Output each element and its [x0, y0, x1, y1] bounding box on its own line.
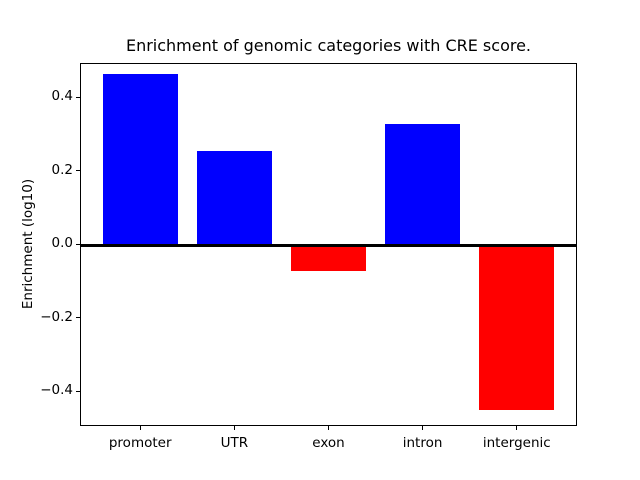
x-tick-label-UTR: UTR [220, 435, 249, 451]
x-tick-mark [328, 426, 329, 430]
bar-promoter [102, 73, 178, 245]
zero-line [80, 243, 577, 247]
y-tick-label: −0.4 [40, 382, 73, 399]
x-tick-label-exon: exon [312, 435, 345, 451]
y-tick-mark [76, 170, 80, 171]
y-tick-label: 0.0 [51, 235, 73, 252]
y-tick-mark [76, 243, 80, 245]
y-tick-label: 0.4 [51, 88, 73, 105]
y-tick-mark [76, 96, 80, 98]
x-tick-label-intergenic: intergenic [482, 435, 551, 451]
y-tick-label: −0.2 [40, 308, 73, 325]
x-tick-label-promoter: promoter [108, 435, 172, 451]
x-tick-label-intron: intron [402, 435, 443, 451]
x-tick-mark [422, 426, 424, 430]
x-tick-mark [516, 426, 518, 430]
bar-intron [385, 123, 461, 244]
x-tick-mark [233, 426, 235, 430]
bar-UTR [196, 150, 272, 245]
y-tick-mark [76, 317, 80, 319]
chart-title: Enrichment of genomic categories with CR… [125, 36, 532, 55]
x-tick-mark [139, 426, 141, 430]
y-tick-mark [76, 390, 80, 392]
y-tick-label: 0.2 [51, 161, 73, 178]
bar-exon [290, 244, 367, 271]
bar-intergenic [479, 244, 555, 411]
